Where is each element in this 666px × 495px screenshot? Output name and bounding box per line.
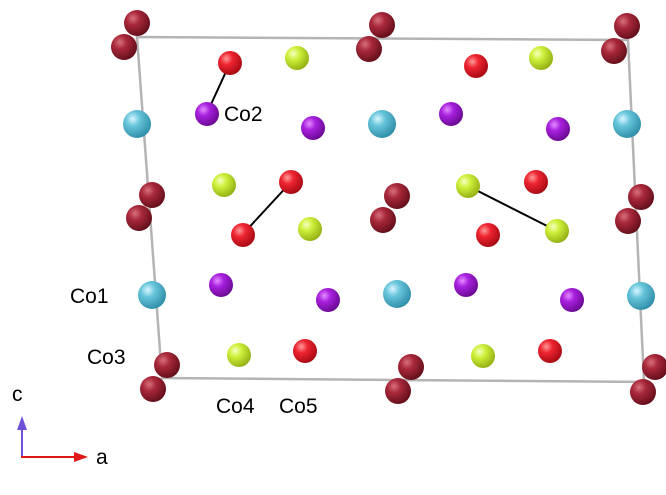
- atom-purple: [316, 288, 340, 312]
- atom-dark-red: [642, 354, 666, 380]
- atom-dark-red: [140, 376, 166, 402]
- c-axis-arrowhead: [17, 416, 27, 430]
- atom-cyan: [138, 281, 166, 309]
- atom-dark-red: [398, 354, 424, 380]
- atom-dark-red: [139, 182, 165, 208]
- atom-yellow-green: [212, 173, 236, 197]
- atom-red: [464, 54, 488, 78]
- site-label-co4: Co4: [216, 395, 255, 418]
- atom-yellow-green: [456, 174, 480, 198]
- a-axis-label: a: [96, 446, 108, 469]
- atom-yellow-green: [227, 343, 251, 367]
- atom-purple: [301, 116, 325, 140]
- atom-purple: [560, 288, 584, 312]
- atom-dark-red: [630, 379, 656, 405]
- atom-yellow-green: [298, 217, 322, 241]
- atom-dark-red: [601, 38, 627, 64]
- a-axis-arrowhead: [74, 452, 88, 462]
- axis-indicator: c a: [12, 383, 108, 469]
- atom-red: [524, 170, 548, 194]
- c-axis-label: c: [12, 383, 23, 406]
- atom-yellow-green: [545, 219, 569, 243]
- atom-dark-red: [111, 34, 137, 60]
- atom-dark-red: [628, 184, 654, 210]
- atom-dark-red: [615, 208, 641, 234]
- atom-dark-red: [356, 36, 382, 62]
- atom-cyan: [123, 110, 151, 138]
- atom-purple: [209, 273, 233, 297]
- atom-purple: [439, 102, 463, 126]
- atom-cyan: [368, 110, 396, 138]
- atom-red: [231, 223, 255, 247]
- atom-red: [279, 170, 303, 194]
- atom-dark-red: [384, 183, 410, 209]
- atoms: [111, 10, 666, 405]
- atom-purple: [195, 102, 219, 126]
- atom-yellow-green: [529, 46, 553, 70]
- atom-purple: [454, 273, 478, 297]
- site-labels: Co1 Co2 Co3 Co4 Co5: [70, 103, 318, 418]
- atom-cyan: [383, 280, 411, 308]
- atom-purple: [546, 117, 570, 141]
- atom-red: [218, 51, 242, 75]
- atom-red: [476, 223, 500, 247]
- atom-cyan: [613, 110, 641, 138]
- site-label-co5: Co5: [279, 395, 318, 418]
- atom-yellow-green: [285, 46, 309, 70]
- atom-dark-red: [385, 378, 411, 404]
- atom-dark-red: [614, 13, 640, 39]
- bond-line: [467, 185, 558, 232]
- site-label-co3: Co3: [87, 346, 126, 369]
- atom-dark-red: [126, 205, 152, 231]
- atom-red: [293, 339, 317, 363]
- atom-yellow-green: [471, 344, 495, 368]
- atom-dark-red: [154, 352, 180, 378]
- atom-cyan: [627, 282, 655, 310]
- atom-red: [538, 339, 562, 363]
- site-label-co1: Co1: [70, 285, 109, 308]
- atom-dark-red: [124, 10, 150, 36]
- atom-dark-red: [370, 207, 396, 233]
- site-label-co2: Co2: [224, 103, 263, 126]
- atom-dark-red: [369, 12, 395, 38]
